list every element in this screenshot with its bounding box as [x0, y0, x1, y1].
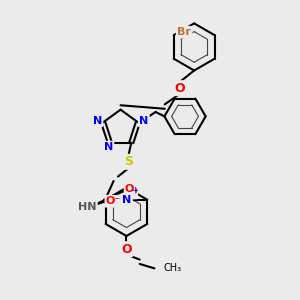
Text: HN: HN [78, 202, 96, 212]
Text: N: N [104, 142, 113, 152]
Text: S: S [124, 155, 133, 168]
Text: Br: Br [177, 27, 191, 37]
Text: +: + [131, 186, 138, 195]
Text: O: O [125, 184, 134, 194]
Text: O: O [126, 185, 136, 198]
Text: N: N [122, 195, 131, 205]
Text: N: N [93, 116, 102, 126]
Text: O⁻: O⁻ [106, 196, 121, 206]
Text: O: O [121, 243, 132, 256]
Text: CH₃: CH₃ [164, 263, 182, 273]
Text: N: N [139, 116, 148, 126]
Text: O: O [174, 82, 185, 95]
